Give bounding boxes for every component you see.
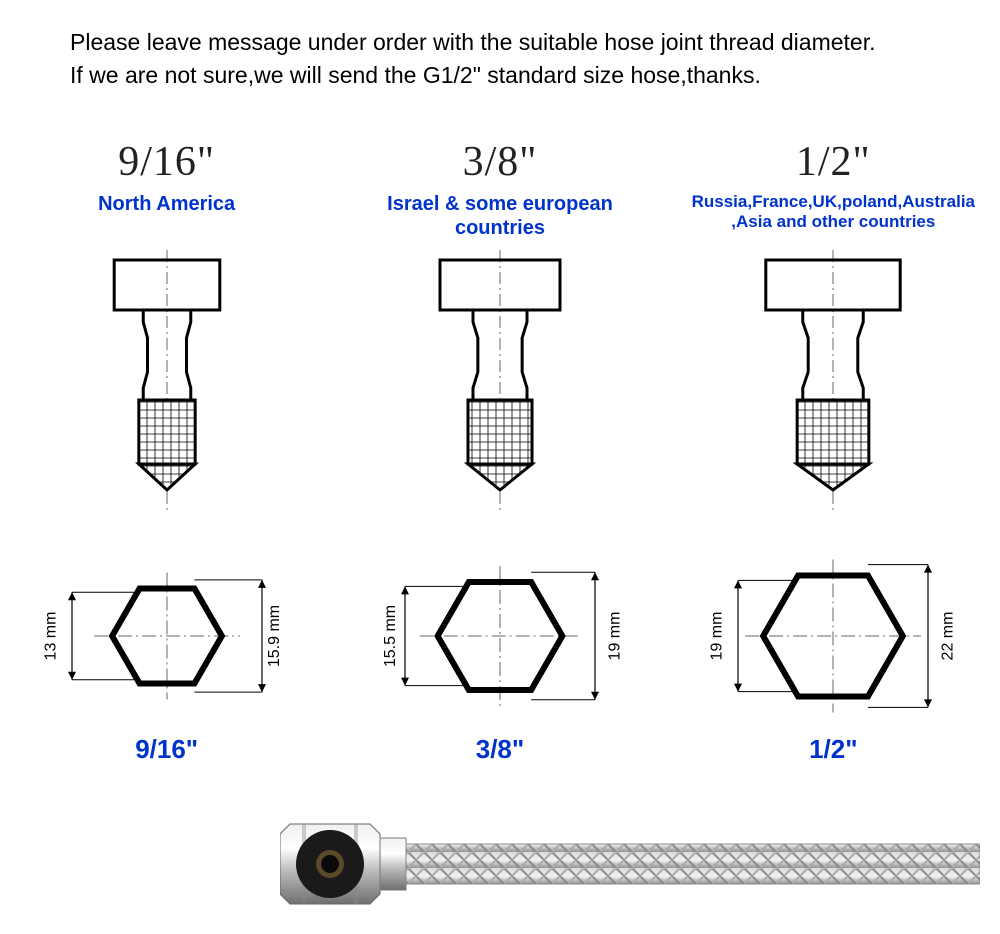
size-column: 9/16" North America 13 mm 15.9 mm 9/16" [7, 138, 327, 765]
hex-nut-diagram [32, 546, 302, 726]
fitting-diagram [400, 250, 600, 510]
inner-dimension: 15.5 mm [382, 605, 400, 667]
instruction-text: Please leave message under order with th… [70, 26, 960, 93]
region-label: Russia,France,UK,poland,Australia ,Asia … [673, 192, 993, 240]
page-root: Please leave message under order with th… [0, 0, 1000, 934]
region-label: North America [92, 192, 241, 240]
size-title: 1/2" [796, 138, 871, 186]
size-column: 1/2" Russia,France,UK,poland,Australia ,… [673, 138, 993, 765]
outer-dimension: 15.9 mm [267, 605, 285, 667]
instruction-line2: If we are not sure,we will send the G1/2… [70, 62, 761, 88]
outer-dimension: 22 mm [940, 612, 958, 661]
fitting-diagram [733, 250, 933, 510]
size-columns: 9/16" North America 13 mm 15.9 mm 9/16" … [0, 138, 1000, 765]
size-title: 9/16" [118, 138, 215, 186]
size-column: 3/8" Israel & some european countries 15… [340, 138, 660, 765]
outer-dimension: 19 mm [607, 612, 625, 661]
size-title: 3/8" [463, 138, 538, 186]
hex-nut-diagram [698, 546, 968, 726]
hex-nut-diagram [365, 546, 635, 726]
hose-illustration [280, 804, 980, 924]
hex-block: 19 mm 22 mm [683, 546, 983, 726]
size-bottom-label: 3/8" [476, 734, 524, 765]
region-label: Israel & some european countries [340, 192, 660, 240]
hex-block: 13 mm 15.9 mm [17, 546, 317, 726]
instruction-line1: Please leave message under order with th… [70, 29, 875, 55]
fitting-diagram [67, 250, 267, 510]
inner-dimension: 13 mm [42, 612, 60, 661]
size-bottom-label: 9/16" [135, 734, 198, 765]
inner-dimension: 19 mm [709, 612, 727, 661]
size-bottom-label: 1/2" [809, 734, 857, 765]
hex-block: 15.5 mm 19 mm [350, 546, 650, 726]
